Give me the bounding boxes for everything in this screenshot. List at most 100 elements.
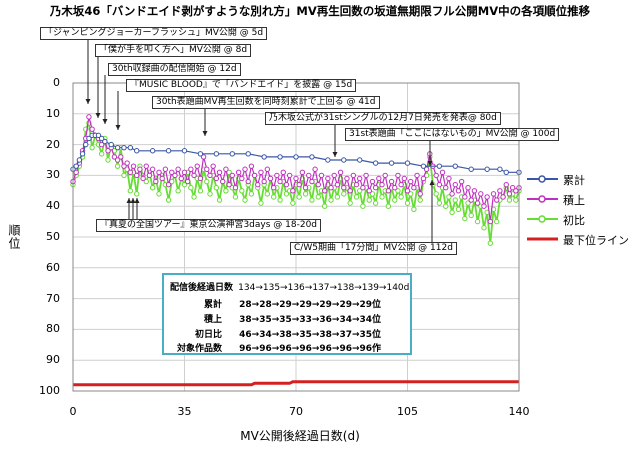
series-point-2 (433, 191, 439, 197)
series-point-1 (137, 166, 143, 172)
annotation-arrowhead (202, 131, 208, 136)
info-header-value: 134→135→136→137→138→139→140d (238, 283, 410, 293)
series-point-1 (306, 172, 312, 179)
series-point-1 (153, 178, 159, 185)
series-point-1 (89, 126, 95, 132)
series-point-1 (226, 181, 232, 188)
series-point-2 (372, 200, 379, 206)
series-point-0 (134, 148, 140, 154)
series-point-1 (379, 181, 385, 188)
annotation-label: 「僕が手を叩く方へ」MV公開 @ 8d (95, 44, 252, 57)
series-point-1 (433, 172, 439, 179)
series-point-0 (436, 163, 443, 169)
series-point-1 (299, 169, 306, 176)
series-point-1 (210, 163, 216, 169)
x-tick-label: 105 (397, 405, 418, 418)
series-point-1 (248, 163, 255, 169)
series-point-1 (105, 148, 111, 154)
legend-marker (538, 195, 546, 203)
series-point-0 (197, 151, 204, 157)
series-point-1 (414, 172, 420, 179)
series-point-2 (232, 194, 239, 200)
series-point-2 (290, 200, 296, 206)
series-point-1 (213, 175, 220, 182)
series-point-2 (494, 218, 500, 225)
series-point-2 (134, 191, 140, 197)
series-point-1 (239, 175, 245, 182)
series-point-2 (407, 191, 414, 197)
series-point-2 (506, 197, 513, 203)
series-point-1 (452, 181, 458, 188)
series-point-2 (395, 188, 401, 194)
series-point-0 (102, 138, 108, 145)
series-point-2 (271, 194, 277, 200)
series-point-1 (271, 185, 277, 191)
series-point-2 (156, 191, 162, 197)
series-point-0 (503, 169, 509, 176)
series-point-2 (89, 144, 95, 151)
series-point-1 (258, 169, 264, 176)
series-point-1 (341, 185, 347, 191)
series-point-2 (239, 188, 245, 194)
y-tick-label: 20 (46, 137, 60, 151)
series-point-1 (481, 203, 487, 209)
annotation-label: 30th表題曲MV再生回数を同時刻累計で上回る @ 41d (152, 96, 380, 109)
series-point-0 (73, 163, 79, 169)
series-point-1 (134, 172, 140, 179)
info-row-value: 38→35→35→33→36→34→34位 (239, 315, 382, 325)
series-point-1 (188, 166, 194, 172)
series-point-1 (229, 172, 235, 179)
series-point-0 (372, 160, 379, 166)
series-point-1 (353, 181, 360, 188)
series-point-0 (83, 141, 89, 148)
series-point-1 (509, 185, 516, 191)
series-point-1 (423, 166, 430, 172)
series-point-1 (404, 188, 411, 194)
series-point-2 (188, 185, 194, 191)
series-point-2 (264, 191, 271, 197)
series-point-2 (392, 197, 398, 203)
series-point-2 (436, 200, 443, 206)
series-point-1 (513, 188, 519, 194)
x-tick-label: 0 (69, 405, 77, 418)
series-point-2 (165, 197, 172, 203)
info-row-label: 積上 (203, 315, 222, 325)
series-point-1 (497, 188, 503, 194)
series-point-2 (248, 191, 255, 197)
series-point-0 (388, 160, 395, 166)
series-point-1 (118, 154, 124, 160)
info-row-value: 96→96→96→96→96→96→96作 (239, 344, 382, 354)
series-point-0 (468, 166, 474, 172)
series-point-1 (337, 169, 344, 176)
series-point-1 (162, 166, 169, 172)
series-line-3 (73, 380, 519, 387)
series-point-1 (296, 181, 302, 188)
series-point-1 (360, 185, 366, 191)
series-point-2 (481, 225, 487, 231)
series-point-1 (159, 175, 165, 182)
series-point-1 (318, 172, 325, 179)
series-point-1 (207, 172, 213, 179)
annotation-arrowhead (130, 198, 136, 203)
y-tick-label: 90 (46, 353, 60, 367)
series-point-1 (506, 191, 513, 197)
series-point-1 (439, 169, 446, 176)
series-point-0 (357, 157, 363, 163)
series-point-0 (245, 151, 251, 157)
series-point-1 (325, 175, 331, 182)
series-point-1 (277, 178, 283, 185)
series-point-1 (350, 172, 357, 179)
series-point-1 (245, 178, 251, 185)
series-point-1 (197, 175, 204, 182)
info-row-label: 対象作品数 (176, 344, 222, 354)
series-point-0 (277, 154, 283, 160)
series-point-2 (474, 218, 481, 225)
series-point-0 (420, 163, 427, 169)
series-point-2 (207, 191, 213, 197)
chart-title: 乃木坂46「バンドエイド剥がすような別れ方」MV再生回数の坂道無期限フル公開MV… (49, 4, 591, 18)
series-point-1 (86, 114, 92, 120)
series-point-1 (143, 163, 149, 169)
series-point-1 (175, 166, 181, 172)
series-point-1 (334, 181, 341, 188)
series-point-1 (114, 157, 121, 163)
